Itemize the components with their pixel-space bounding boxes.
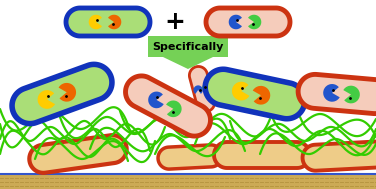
Wedge shape [232, 82, 249, 100]
Wedge shape [89, 15, 102, 29]
Polygon shape [29, 135, 127, 173]
FancyBboxPatch shape [0, 174, 376, 189]
Wedge shape [166, 101, 182, 117]
Wedge shape [253, 86, 270, 105]
Polygon shape [12, 64, 112, 124]
Polygon shape [303, 141, 376, 171]
Wedge shape [323, 84, 340, 102]
Text: +: + [165, 10, 185, 34]
Wedge shape [59, 83, 76, 102]
Polygon shape [148, 36, 228, 69]
Wedge shape [108, 15, 121, 29]
Wedge shape [202, 84, 212, 92]
Wedge shape [248, 15, 261, 29]
Polygon shape [126, 76, 211, 136]
Wedge shape [38, 90, 55, 109]
Polygon shape [205, 69, 305, 119]
Polygon shape [66, 8, 150, 36]
Polygon shape [298, 74, 376, 114]
Text: Specifically: Specifically [152, 42, 224, 52]
Wedge shape [194, 85, 203, 94]
Polygon shape [190, 67, 215, 112]
Polygon shape [214, 142, 310, 168]
Wedge shape [343, 86, 360, 103]
Polygon shape [158, 145, 222, 169]
Polygon shape [206, 8, 290, 36]
Wedge shape [229, 15, 242, 29]
Wedge shape [148, 92, 164, 108]
